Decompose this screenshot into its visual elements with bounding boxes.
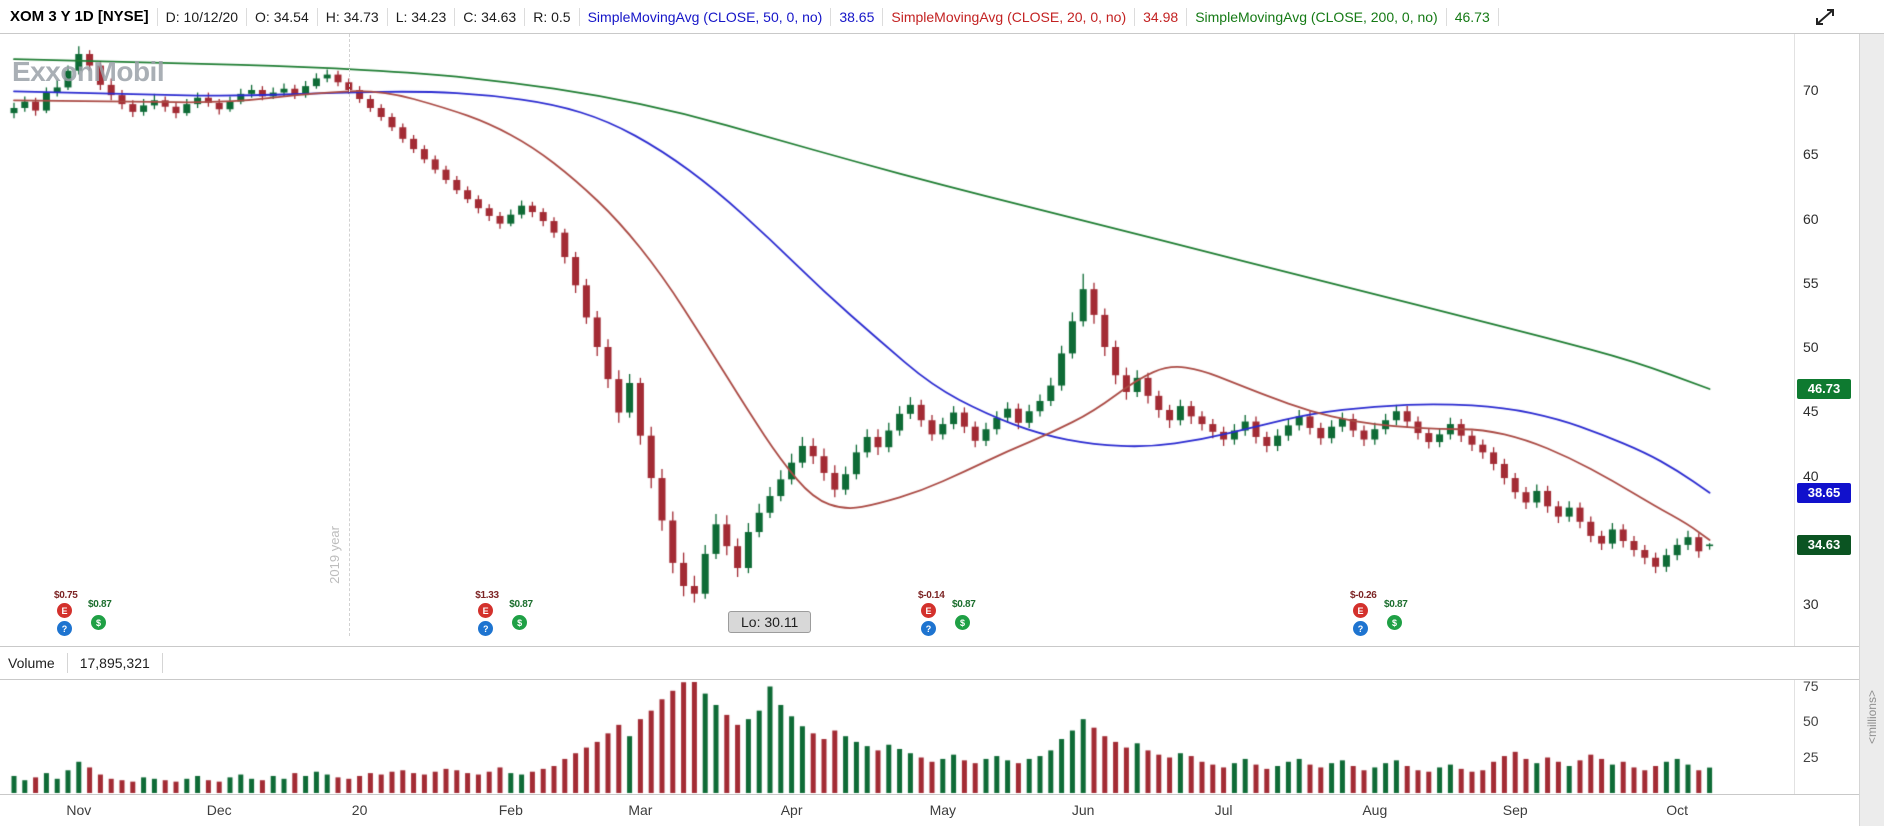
price-canvas[interactable] bbox=[0, 34, 1794, 646]
indicator-value: 38.65 bbox=[839, 8, 875, 25]
event-marker-group[interactable]: $-0.26 E? $0.87 $ bbox=[1350, 590, 1422, 644]
volume-axis[interactable]: 75 50 25 bbox=[1794, 677, 1861, 794]
chart-tools-icon[interactable] bbox=[1814, 7, 1836, 27]
separator bbox=[830, 7, 832, 26]
volume-unit-label: <millions> bbox=[1865, 690, 1879, 745]
price-pane: ExxonMobil 2019 year Lo: 30.11 $0.75 E? $0… bbox=[0, 34, 1884, 646]
earnings-value: $-0.26 bbox=[1350, 590, 1377, 601]
month-label-dec: Dec bbox=[206, 802, 232, 818]
info-icon[interactable]: ? bbox=[1353, 621, 1368, 636]
volume-value: 17,895,321 bbox=[79, 655, 150, 671]
indicator-value: 46.73 bbox=[1454, 8, 1490, 25]
volume-tick-label: 50 bbox=[1803, 713, 1819, 729]
separator bbox=[246, 7, 248, 26]
price-tick-label: 55 bbox=[1803, 274, 1819, 291]
field-h: H: 34.73 bbox=[325, 8, 379, 25]
field-r: R: 0.5 bbox=[533, 8, 571, 25]
price-tick-label: 40 bbox=[1803, 467, 1819, 484]
info-icon[interactable]: ? bbox=[57, 621, 72, 636]
year-divider-line bbox=[348, 34, 350, 636]
separator bbox=[386, 7, 388, 26]
info-icon[interactable]: ? bbox=[921, 621, 936, 636]
price-tick-label: 45 bbox=[1803, 403, 1819, 420]
volume-canvas[interactable] bbox=[0, 680, 1794, 794]
low-price-badge: Lo: 30.11 bbox=[728, 610, 812, 633]
month-label-may: May bbox=[929, 802, 957, 818]
event-markers: $0.75 E? $0.87 $ $1.33 E? $0.87 $ $-0.14 E? $0.87 $… bbox=[0, 34, 1884, 646]
dividend-icon[interactable]: $ bbox=[1387, 615, 1402, 630]
field-c: C: 34.63 bbox=[463, 8, 517, 25]
field-o: O: 34.54 bbox=[255, 8, 309, 25]
volume-header: Volume 17,895,321 bbox=[0, 646, 1884, 680]
month-label-sep: Sep bbox=[1502, 802, 1528, 818]
separator bbox=[454, 7, 456, 26]
price-marker-last: 34.63 bbox=[1797, 534, 1851, 555]
price-tick-label: 65 bbox=[1803, 146, 1819, 163]
topbar: XOM 3 Y 1D [NYSE] D: 10/12/20 O: 34.54 H: … bbox=[0, 0, 1884, 34]
month-label-jul: Jul bbox=[1214, 802, 1233, 818]
price-tick-label: 60 bbox=[1803, 210, 1819, 227]
month-label-jun: Jun bbox=[1071, 802, 1095, 818]
separator bbox=[524, 7, 526, 26]
earnings-icon[interactable]: E bbox=[57, 603, 72, 618]
separator bbox=[578, 7, 580, 26]
earnings-icon[interactable]: E bbox=[921, 603, 936, 618]
price-marker-sma50: 38.65 bbox=[1797, 482, 1851, 503]
indicator-label[interactable]: SimpleMovingAvg (CLOSE, 50, 0, no) bbox=[587, 8, 823, 25]
exxonmobil-watermark: ExxonMobil bbox=[12, 56, 165, 87]
separator bbox=[1497, 7, 1499, 26]
month-label-apr: Apr bbox=[780, 802, 803, 818]
event-marker-group[interactable]: $-0.14 E? $0.87 $ bbox=[918, 590, 990, 644]
month-label-20: 20 bbox=[351, 802, 368, 818]
dividend-icon[interactable]: $ bbox=[955, 615, 970, 630]
indicator-labels: SimpleMovingAvg (CLOSE, 50, 0, no) 38.65 S… bbox=[587, 7, 1499, 26]
dividend-value: $0.87 bbox=[1384, 599, 1408, 610]
earnings-value: $0.75 bbox=[54, 590, 78, 601]
price-tick-label: 30 bbox=[1803, 596, 1819, 612]
earnings-value: $1.33 bbox=[475, 590, 499, 601]
separator bbox=[882, 7, 884, 26]
month-label-feb: Feb bbox=[498, 802, 523, 818]
field-d: D: 10/12/20 bbox=[165, 8, 239, 25]
ohlc-fields: D: 10/12/20 O: 34.54 H: 34.73 L: 34.23 C: 34… bbox=[165, 7, 580, 26]
separator bbox=[1445, 7, 1447, 26]
dividend-value: $0.87 bbox=[88, 599, 112, 610]
month-label-mar: Mar bbox=[628, 802, 653, 818]
separator bbox=[66, 653, 68, 673]
field-l: L: 34.23 bbox=[395, 8, 447, 25]
indicator-label[interactable]: SimpleMovingAvg (CLOSE, 20, 0, no) bbox=[891, 8, 1127, 25]
price-axis[interactable]: 70 65 60 55 50 45 40 30 46.73 38.65 34.63 bbox=[1794, 34, 1861, 646]
price-tick-label: 70 bbox=[1803, 82, 1819, 98]
month-label-oct: Oct bbox=[1666, 802, 1689, 818]
volume-tick-label: 75 bbox=[1803, 677, 1819, 694]
indicator-label[interactable]: SimpleMovingAvg (CLOSE, 200, 0, no) bbox=[1195, 8, 1438, 25]
right-scroll-strip: <millions> bbox=[1859, 34, 1884, 826]
event-marker-group[interactable]: $0.75 E? $0.87 $ bbox=[54, 590, 126, 644]
info-icon[interactable]: ? bbox=[478, 621, 494, 636]
volume-pane: 75 50 25 bbox=[0, 677, 1884, 794]
earnings-value: $-0.14 bbox=[918, 590, 945, 601]
separator bbox=[316, 7, 318, 26]
separator bbox=[156, 7, 158, 26]
volume-label: Volume bbox=[8, 655, 55, 671]
earnings-icon[interactable]: E bbox=[478, 603, 494, 618]
dividend-icon[interactable]: $ bbox=[512, 615, 528, 630]
dividend-value: $0.87 bbox=[509, 599, 533, 610]
symbol-title[interactable]: XOM 3 Y 1D [NYSE] bbox=[10, 8, 149, 25]
separator bbox=[1186, 7, 1188, 26]
dividend-icon[interactable]: $ bbox=[91, 615, 106, 630]
dividend-value: $0.87 bbox=[952, 599, 976, 610]
price-tick-label: 50 bbox=[1803, 339, 1819, 355]
separator bbox=[161, 653, 163, 673]
indicator-value: 34.98 bbox=[1143, 8, 1179, 25]
event-marker-group[interactable]: $1.33 E? $0.87 $ bbox=[475, 590, 547, 644]
volume-tick-label: 25 bbox=[1803, 748, 1819, 765]
price-marker-sma200: 46.73 bbox=[1797, 379, 1851, 400]
time-axis[interactable]: Nov Dec 20 Feb Mar Apr May Jun Jul Aug Sep Oct bbox=[0, 794, 1884, 826]
earnings-icon[interactable]: E bbox=[1353, 603, 1368, 618]
month-label-nov: Nov bbox=[66, 802, 92, 818]
separator bbox=[1134, 7, 1136, 26]
month-label-aug: Aug bbox=[1362, 802, 1388, 818]
